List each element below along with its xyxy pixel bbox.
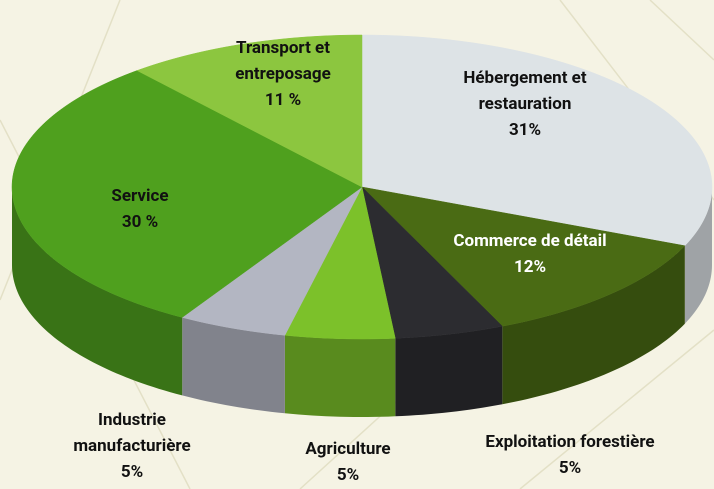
slice <box>11 70 363 318</box>
slice-label: Service 30 % <box>80 183 200 235</box>
value-label: 5% <box>120 462 144 482</box>
slice-label: Exploitation forestière 5% <box>435 429 705 481</box>
slice <box>181 186 363 336</box>
slice <box>361 34 713 246</box>
value-label: 11 % <box>264 90 302 110</box>
slice-side <box>12 187 183 396</box>
slice-side <box>395 326 503 417</box>
slice-label: Agriculture 5% <box>278 436 418 488</box>
category-label: Transport et entreposage <box>235 38 331 84</box>
pie-tops <box>11 34 713 340</box>
slice <box>284 186 396 340</box>
pie-sides <box>12 187 712 417</box>
category-label: Exploitation forestière <box>485 432 655 452</box>
category-label: Industrie manufacturière <box>73 410 191 456</box>
slice-side <box>684 187 712 324</box>
slice <box>361 186 503 339</box>
slice-side <box>284 335 396 417</box>
slice-side <box>502 245 685 405</box>
slice-label: Hébergement et restauration 31% <box>425 65 625 143</box>
category-label: Service <box>111 186 169 206</box>
slice <box>361 186 686 327</box>
slice-label: Commerce de détail 12% <box>445 228 615 280</box>
value-label: 12% <box>513 257 547 277</box>
slice-side <box>182 317 285 414</box>
value-label: 5% <box>336 465 360 485</box>
value-label: 5% <box>558 458 582 478</box>
category-label: Agriculture <box>305 439 391 459</box>
category-label: Hébergement et restauration <box>463 68 587 114</box>
slice-label: Transport et entreposage 11 % <box>208 35 358 113</box>
slice-label: Industrie manufacturière 5% <box>42 407 222 485</box>
value-label: 31% <box>508 120 542 140</box>
value-label: 30 % <box>121 212 159 232</box>
slice <box>136 34 363 188</box>
category-label: Commerce de détail <box>453 231 607 251</box>
